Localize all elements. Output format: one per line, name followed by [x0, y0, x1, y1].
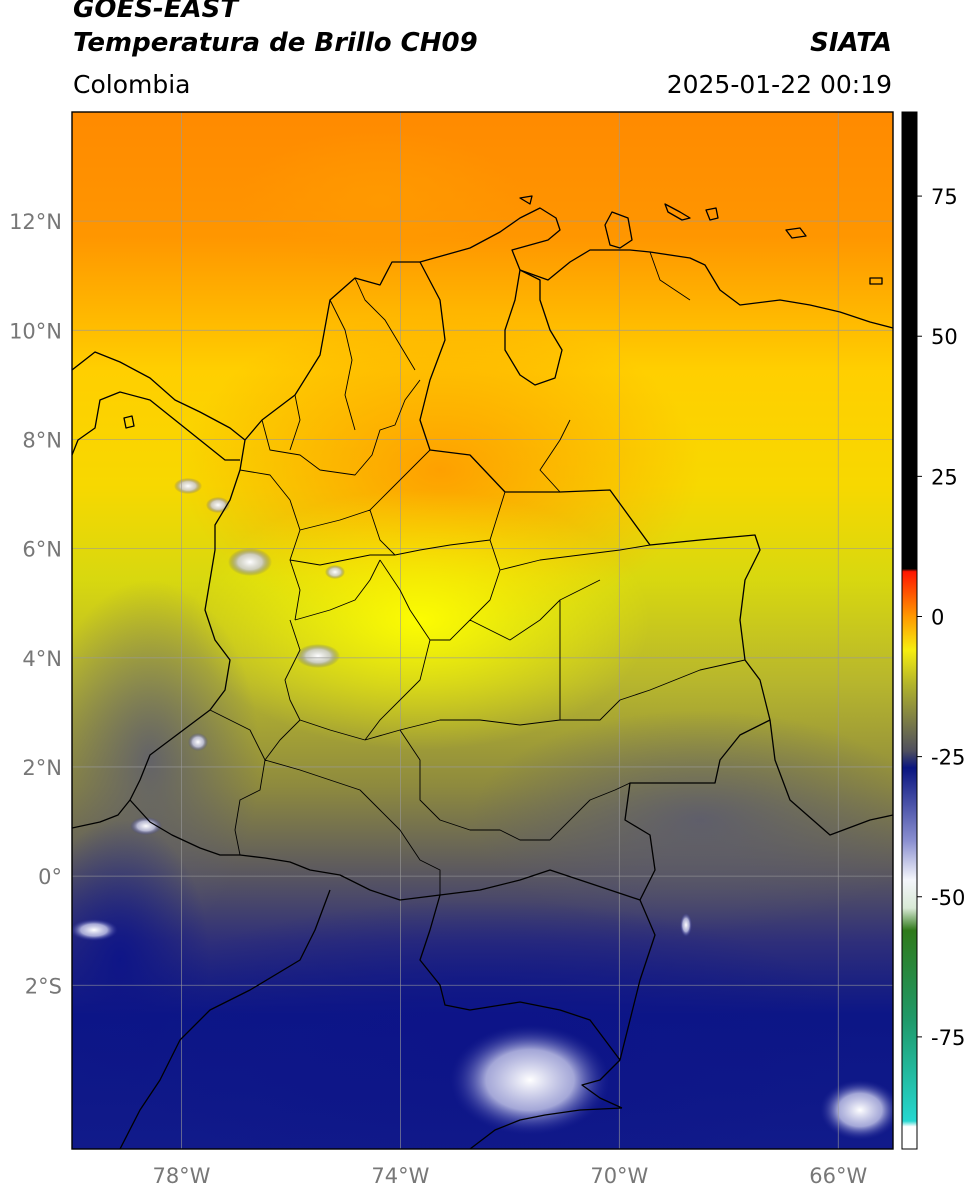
latitude-tick-label: 10°N — [9, 319, 62, 343]
border-brazil-peru — [469, 1107, 623, 1149]
colorbar-tick-label: -25 — [931, 746, 965, 770]
colorbar-tick-label: -50 — [931, 886, 965, 910]
cold-cloud-region — [100, 900, 860, 1149]
longitude-tick-label: 70°W — [590, 1164, 648, 1188]
border-colombia-venezuela — [419, 261, 893, 836]
coastline-panama — [72, 391, 240, 461]
island-curacao — [664, 203, 691, 221]
colorbar-gradient — [902, 112, 917, 1149]
latitude-tick-label: 2°N — [22, 756, 62, 780]
cold-cloud-west — [72, 820, 210, 1100]
internal-borders — [209, 277, 746, 895]
latitude-tick-label: 4°N — [22, 647, 62, 671]
storm-cell — [130, 817, 162, 835]
storm-cell — [680, 913, 692, 937]
cold-amazon-region — [470, 710, 893, 930]
latitude-tick-label: 8°N — [22, 428, 62, 452]
colorbar-tick-label: -75 — [931, 1026, 965, 1050]
product-title: Temperatura de Brillo CH09 — [73, 28, 478, 58]
satellite-title: GOES-EAST — [73, 0, 239, 24]
colorbar: 75 50 25 0 -25 -50 -75 — [901, 111, 965, 1150]
island-east — [785, 227, 883, 285]
colorbar-tick-label: 75 — [931, 185, 958, 209]
latitude-tick-label: 2°S — [25, 974, 62, 998]
graticule — [72, 112, 893, 1149]
border-ecuador-peru — [419, 894, 621, 1061]
warm-yellow-region — [190, 490, 650, 750]
timestamp-label: 2025-01-22 00:19 — [666, 70, 892, 99]
coastline-maracaibo — [504, 269, 563, 386]
colorbar-tick-label: 50 — [931, 325, 958, 349]
longitude-tick-label: 66°W — [809, 1164, 867, 1188]
latitude-tick-label: 0° — [38, 865, 62, 889]
border-colombia-peru-ecuador — [129, 799, 641, 901]
storm-cell — [174, 478, 202, 494]
colorbar-tick-label: 25 — [931, 465, 958, 489]
region-label: Colombia — [73, 70, 191, 99]
longitude-tick-label: 78°W — [152, 1164, 210, 1188]
brightness-temperature-map — [72, 112, 893, 1149]
coastline-paraguana — [604, 211, 633, 249]
island-aruba — [519, 195, 533, 205]
island-sanandres — [123, 415, 135, 429]
colorbar-ticks: 75 50 25 0 -25 -50 -75 — [917, 185, 965, 1050]
border-peru-south — [119, 889, 331, 1149]
latitude-tick-labels: 12°N 10°N 8°N 6°N 4°N 2°N 0° 2°S — [9, 210, 62, 998]
borders — [72, 195, 893, 1149]
warm-sea-region — [240, 130, 520, 270]
coldest-cloud-top — [450, 1025, 610, 1135]
storm-cell — [188, 733, 208, 751]
longitude-tick-labels: 78°W 74°W 70°W 66°W — [152, 1164, 867, 1188]
colorbar-tick-label: 0 — [931, 605, 944, 629]
storm-cell — [325, 565, 345, 579]
coastline-caribbean — [72, 207, 893, 441]
longitude-tick-label: 74°W — [371, 1164, 429, 1188]
storm-cell — [296, 644, 340, 668]
island-bonaire — [705, 207, 719, 221]
map-frame — [71, 111, 894, 1150]
latitude-tick-label: 6°N — [22, 538, 62, 562]
latitude-tick-label: 12°N — [9, 210, 62, 234]
venezuela-internal — [539, 251, 691, 493]
organization-label: SIATA — [810, 28, 892, 58]
colorbar-frame — [901, 111, 918, 1150]
storm-cell — [72, 919, 118, 941]
storm-cell — [228, 548, 272, 576]
coldest-cloud-top-east — [820, 1080, 893, 1140]
